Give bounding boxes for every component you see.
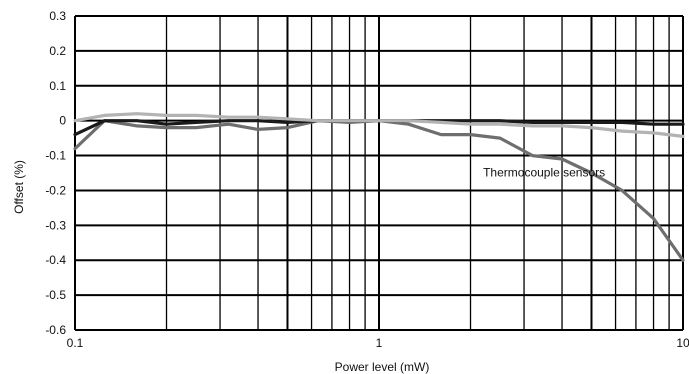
x-tick-label: 1 [376, 336, 383, 350]
y-tick-label: 0 [59, 114, 66, 128]
x-tick-label: 0.1 [67, 336, 84, 350]
y-tick-label: -0.5 [45, 288, 66, 302]
y-tick-label: -0.1 [45, 149, 66, 163]
y-tick-label: -0.2 [45, 183, 66, 197]
y-tick-label: -0.4 [45, 253, 66, 267]
y-tick-label: -0.6 [45, 323, 66, 337]
y-tick-label: 0.3 [49, 9, 66, 23]
x-tick-label: 10 [676, 336, 689, 350]
y-tick-label: 0.2 [49, 44, 66, 58]
x-axis-title: Power level (mW) [335, 360, 430, 374]
series-line-3 [73, 112, 685, 138]
y-tick-label: 0.1 [49, 79, 66, 93]
y-axis-title: Offset (%) [12, 160, 26, 214]
annotation-thermocouple-sensors: Thermocouple sensors [483, 166, 605, 180]
tick-labels: 0.30.20.10-0.1-0.2-0.3-0.4-0.5-0.60.1 1 10 [45, 9, 689, 350]
series-lines [73, 112, 685, 262]
y-tick-label: -0.3 [45, 218, 66, 232]
